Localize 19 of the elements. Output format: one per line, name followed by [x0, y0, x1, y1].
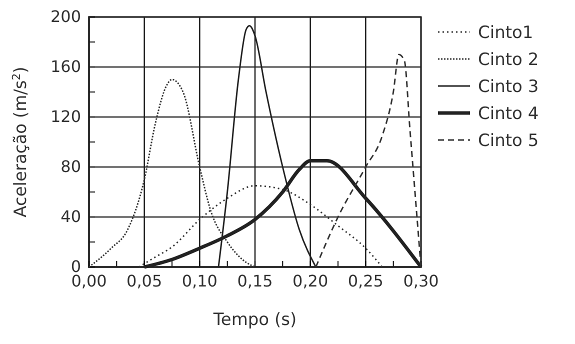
x-tick-label: 0,20 — [292, 271, 328, 290]
legend-label: Cinto 2 — [478, 50, 539, 70]
x-tick-label: 0,00 — [71, 271, 107, 290]
x-tick-label: 0,25 — [348, 271, 384, 290]
legend-label: Cinto1 — [478, 23, 534, 43]
legend-label: Cinto 3 — [478, 77, 539, 97]
y-tick-label: 80 — [60, 157, 81, 176]
line-series — [315, 54, 422, 268]
x-tick-label: 0,05 — [126, 271, 162, 290]
y-tick-label: 40 — [60, 207, 81, 226]
x-tick-label: 0,30 — [403, 271, 439, 290]
y-tick-label: 120 — [50, 107, 81, 126]
legend-label: Cinto 4 — [478, 104, 539, 124]
y-tick-label: 160 — [50, 57, 81, 76]
x-tick-label: 0,15 — [237, 271, 273, 290]
y-tick-label: 200 — [50, 7, 81, 26]
x-tick-label: 0,10 — [182, 271, 218, 290]
legend-label: Cinto 5 — [478, 131, 539, 151]
x-axis-title: Tempo (s) — [212, 310, 297, 330]
